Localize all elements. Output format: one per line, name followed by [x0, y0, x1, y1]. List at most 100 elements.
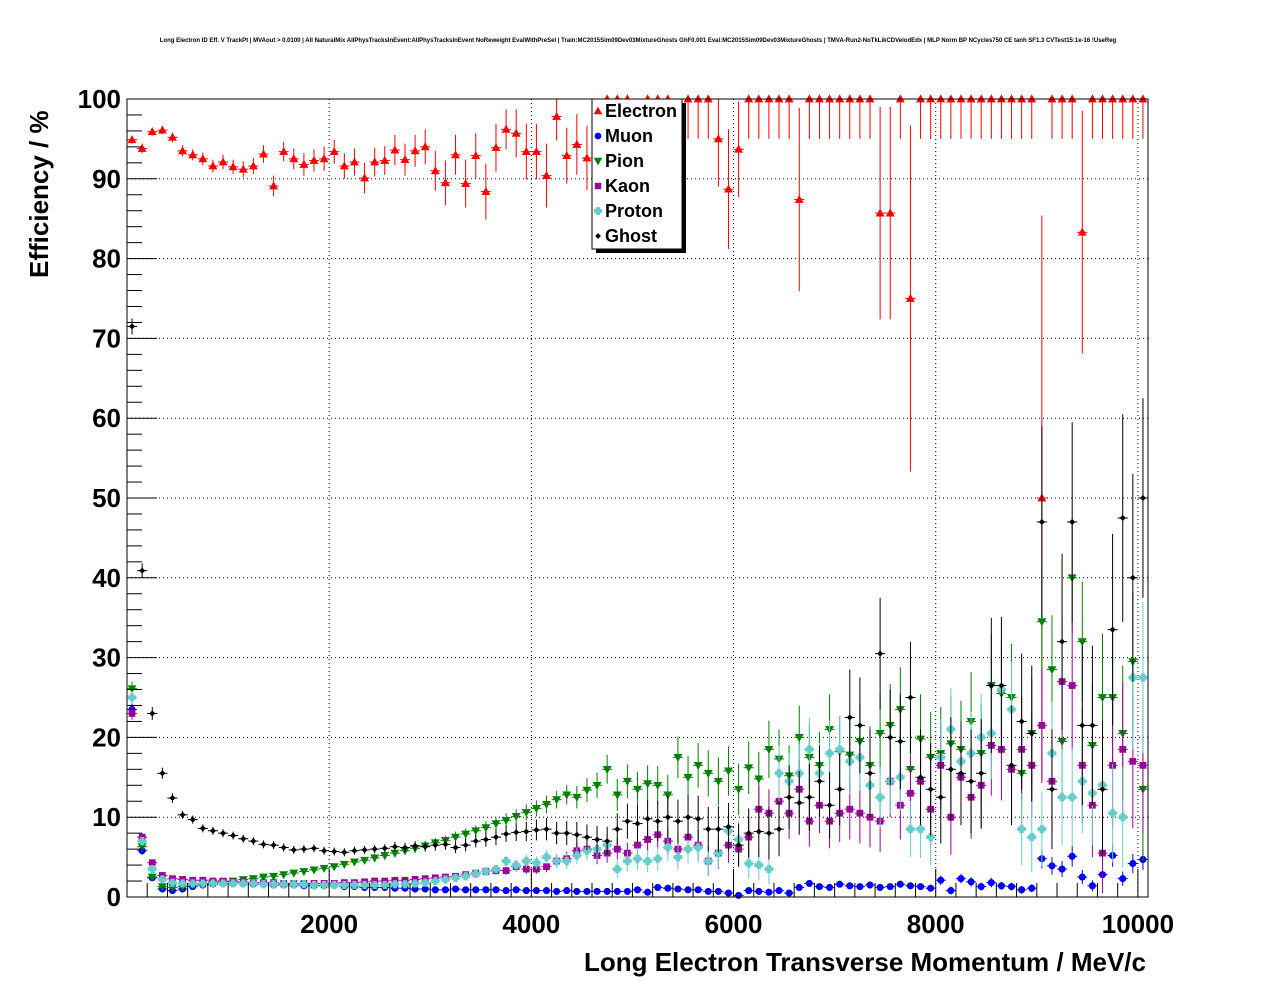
data-point-ghost [442, 841, 449, 848]
data-point-proton [309, 880, 319, 890]
data-point-ghost [250, 838, 257, 845]
y-tick-label: 20 [92, 722, 121, 752]
data-point-proton [805, 745, 814, 754]
data-point-muon [1007, 883, 1016, 891]
data-point-ghost [836, 786, 843, 793]
data-point-pion [754, 775, 764, 784]
data-point-proton [148, 864, 157, 874]
data-point-ghost [371, 846, 378, 853]
data-point-pion [248, 875, 258, 884]
data-point-muon [815, 883, 824, 891]
data-point-ghost [917, 774, 924, 781]
data-point-muon [957, 875, 965, 883]
data-point-pion [471, 827, 481, 836]
data-point-proton [613, 864, 622, 874]
data-point-muon [644, 888, 652, 896]
data-point-electron [127, 135, 137, 144]
data-point-ghost [765, 830, 772, 837]
data-point-muon [906, 882, 915, 890]
data-point-electron [289, 154, 299, 163]
data-point-pion [269, 872, 279, 881]
data-point-ghost [1119, 514, 1126, 521]
data-point-kaon [1119, 745, 1127, 753]
data-point-muon [654, 883, 662, 891]
data-point-electron [440, 178, 450, 187]
data-point-ghost [604, 838, 611, 845]
data-point-muon [441, 886, 449, 894]
data-point-ghost [1038, 518, 1045, 525]
data-point-electron [269, 181, 279, 190]
data-point-electron [501, 124, 511, 133]
data-point-proton [208, 879, 218, 888]
data-point-electron [542, 170, 551, 179]
data-point-ghost [1028, 730, 1035, 737]
data-point-proton [643, 856, 652, 866]
data-point-muon [421, 885, 429, 893]
data-point-muon [896, 880, 904, 888]
data-point-pion [622, 777, 632, 786]
data-point-muon [633, 886, 642, 894]
data-point-electron [562, 151, 572, 160]
data-point-ghost [624, 818, 631, 825]
y-axis-label: Efficiency / % [24, 110, 54, 278]
data-point-kaon [1139, 761, 1147, 769]
data-point-ghost [219, 830, 227, 837]
data-point-pion [481, 824, 491, 833]
data-point-pion [531, 805, 541, 814]
data-point-pion [663, 791, 673, 800]
data-point-ghost [543, 826, 550, 833]
data-point-ghost [230, 832, 237, 839]
data-point-ghost [695, 815, 702, 822]
data-point-proton [906, 825, 915, 834]
data-point-muon [542, 887, 551, 895]
data-point-electron [390, 145, 400, 154]
data-point-electron [451, 150, 460, 159]
data-point-ghost [1129, 574, 1136, 581]
legend-marker-pion [593, 157, 603, 166]
data-point-ghost [331, 848, 338, 855]
data-point-proton [663, 843, 672, 852]
data-point-ghost [452, 844, 459, 851]
data-point-ghost [361, 846, 368, 853]
data-point-ghost [321, 847, 328, 854]
data-point-proton [876, 793, 885, 802]
data-point-ghost [462, 842, 469, 849]
data-point-kaon [634, 841, 641, 849]
data-point-muon [1048, 862, 1056, 870]
data-point-proton [633, 854, 642, 863]
data-point-pion [289, 869, 299, 878]
data-point-muon [967, 878, 975, 886]
data-point-proton [572, 851, 581, 860]
data-point-muon [512, 886, 520, 894]
data-point-electron [380, 155, 390, 164]
data-point-ghost [998, 682, 1005, 689]
data-point-pion [511, 813, 521, 822]
data-point-proton [390, 880, 399, 889]
legend-label-muon: Muon [605, 126, 653, 146]
data-point-proton [320, 880, 329, 890]
legend-label-electron: Electron [605, 101, 677, 121]
data-point-electron [218, 157, 228, 166]
data-point-muon [502, 887, 510, 895]
data-point-kaon [128, 710, 136, 717]
data-point-ghost [341, 849, 348, 856]
data-point-electron [905, 293, 915, 302]
data-point-proton [481, 867, 490, 876]
data-point-proton [431, 876, 440, 886]
data-point-ghost [1048, 786, 1056, 793]
data-point-ghost [856, 722, 863, 729]
data-point-muon [482, 886, 490, 894]
data-point-ghost [553, 830, 560, 837]
data-point-electron [208, 161, 218, 170]
y-tick-label: 50 [92, 483, 121, 513]
data-point-ghost [866, 770, 874, 777]
data-point-ghost [715, 826, 722, 833]
data-point-ghost [290, 846, 297, 853]
data-point-proton [1057, 793, 1067, 802]
data-point-pion [1047, 666, 1057, 675]
data-point-proton [461, 872, 470, 881]
data-point-electron [178, 146, 188, 155]
data-point-ghost [159, 770, 166, 777]
data-point-proton [340, 880, 349, 890]
data-point-kaon [856, 809, 864, 817]
